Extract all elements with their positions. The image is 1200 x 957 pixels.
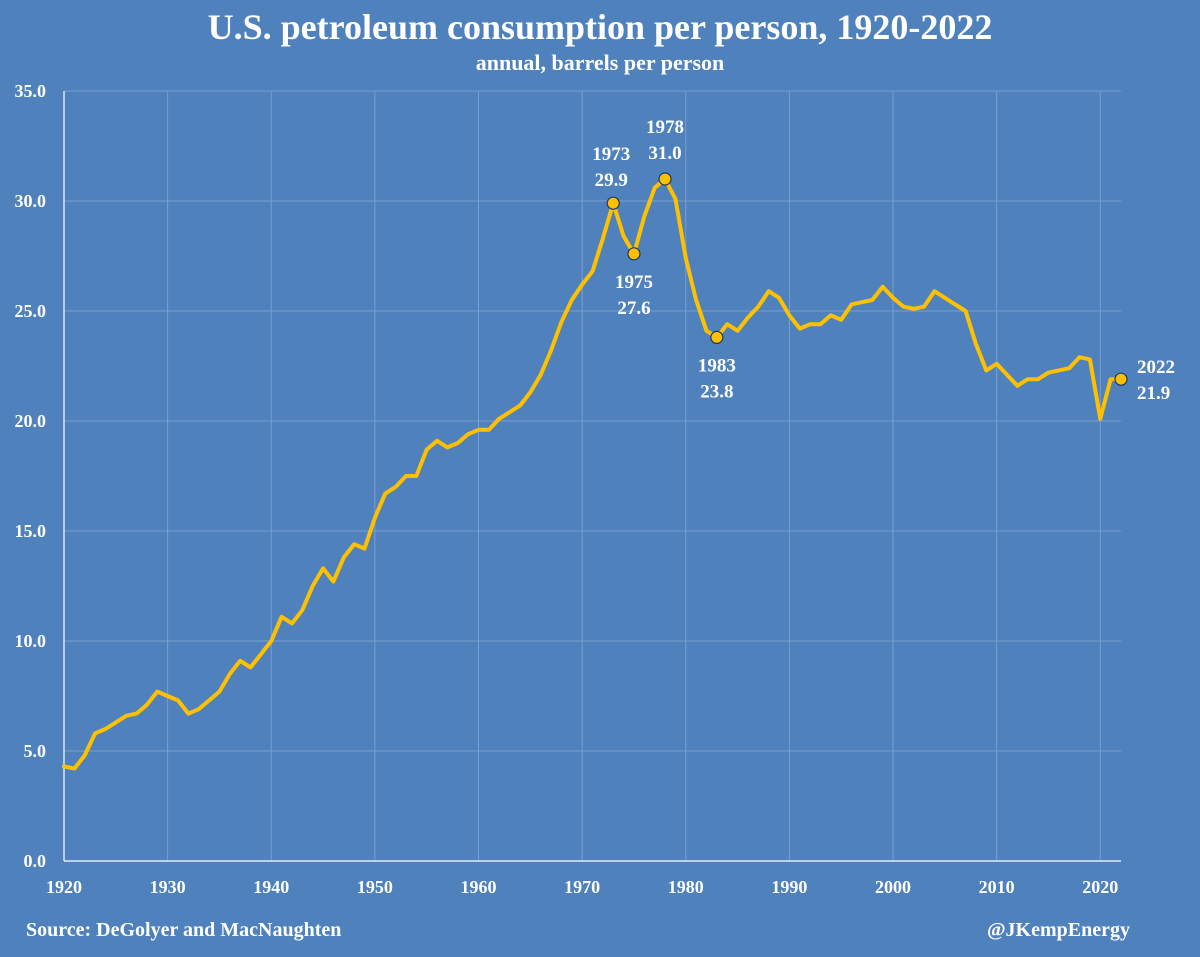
- x-tick-label: 1950: [357, 877, 393, 897]
- annotation-year: 1983: [698, 355, 736, 376]
- x-tick-label: 1970: [564, 877, 600, 897]
- annotation-value: 21.9: [1137, 383, 1170, 404]
- y-tick-label: 25.0: [15, 301, 47, 321]
- y-tick-label: 15.0: [15, 521, 47, 541]
- x-tick-label: 1960: [461, 877, 497, 897]
- chart-subtitle: annual, barrels per person: [475, 50, 725, 75]
- chart-title: U.S. petroleum consumption per person, 1…: [207, 7, 993, 47]
- y-tick-label: 10.0: [15, 631, 47, 651]
- source-note: Source: DeGolyer and MacNaughten: [26, 919, 342, 941]
- x-tick-label: 1920: [46, 877, 82, 897]
- annotation-marker: [606, 196, 620, 210]
- x-tick-label: 1990: [771, 877, 807, 897]
- annotation-marker: [710, 330, 724, 344]
- annotation-value: 31.0: [648, 143, 681, 164]
- y-tick-label: 0.0: [24, 851, 47, 871]
- annotation-year: 1973: [592, 144, 630, 165]
- axes: 0.0 5.0 10.0 15.0 20.0 25.0 30.0 35.0 1920 1930 19…: [15, 81, 1121, 897]
- annotation-marker: [1114, 372, 1128, 386]
- annotation-marker: [627, 247, 641, 261]
- annotation-year: 1975: [615, 272, 653, 293]
- annotation-value: 23.8: [700, 381, 733, 402]
- x-tick-label: 1980: [668, 877, 704, 897]
- series-layer: [62, 177, 1123, 771]
- x-tick-label: 1930: [150, 877, 186, 897]
- annotation-value: 29.9: [595, 170, 628, 191]
- annotation-marker: [658, 172, 672, 186]
- x-tick-label: 2020: [1082, 877, 1118, 897]
- y-tick-label: 5.0: [24, 741, 47, 761]
- grid-lines: [64, 90, 1121, 861]
- x-tick-label: 2010: [979, 877, 1015, 897]
- author-handle: @JKempEnergy: [986, 919, 1130, 941]
- y-tick-label: 35.0: [15, 81, 47, 101]
- annotation-value: 27.6: [617, 298, 650, 319]
- x-tick-label: 2000: [875, 877, 911, 897]
- annotation-year: 2022: [1137, 357, 1175, 378]
- series-line: [62, 177, 1123, 771]
- y-tick-label: 20.0: [15, 411, 47, 431]
- annotations: 1973 29.9 1975 27.6 1978 31.0 1983 23.8 2022 21.9: [592, 117, 1175, 404]
- annotation-year: 1978: [646, 117, 684, 138]
- y-tick-label: 30.0: [15, 191, 47, 211]
- x-tick-label: 1940: [253, 877, 289, 897]
